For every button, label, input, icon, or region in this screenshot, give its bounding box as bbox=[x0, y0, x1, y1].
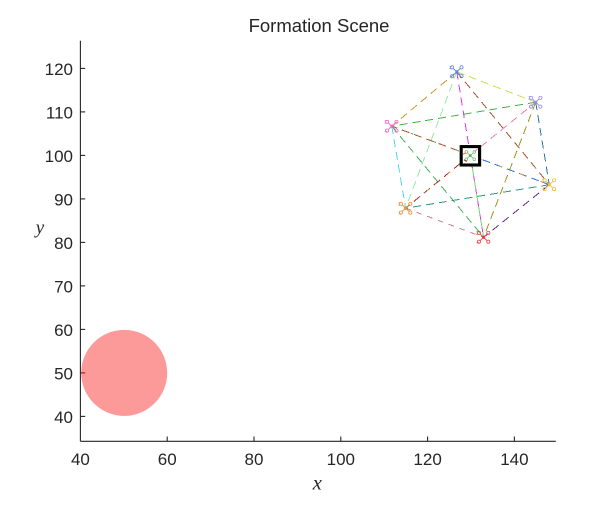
svg-text:50: 50 bbox=[54, 364, 73, 383]
svg-text:120: 120 bbox=[413, 450, 441, 469]
svg-text:100: 100 bbox=[45, 147, 73, 166]
svg-text:70: 70 bbox=[54, 277, 73, 296]
svg-text:110: 110 bbox=[46, 103, 73, 122]
svg-text:120: 120 bbox=[45, 60, 73, 79]
svg-text:140: 140 bbox=[500, 450, 528, 469]
svg-text:90: 90 bbox=[54, 190, 73, 209]
svg-text:60: 60 bbox=[158, 450, 177, 469]
svg-text:40: 40 bbox=[54, 408, 73, 427]
svg-text:80: 80 bbox=[245, 450, 264, 469]
svg-text:y: y bbox=[34, 218, 45, 239]
svg-text:60: 60 bbox=[54, 321, 73, 340]
svg-text:100: 100 bbox=[327, 450, 355, 469]
svg-text:40: 40 bbox=[71, 450, 90, 469]
svg-text:x: x bbox=[312, 472, 322, 494]
svg-text:80: 80 bbox=[54, 234, 73, 253]
svg-text:Formation Scene: Formation Scene bbox=[249, 15, 390, 36]
